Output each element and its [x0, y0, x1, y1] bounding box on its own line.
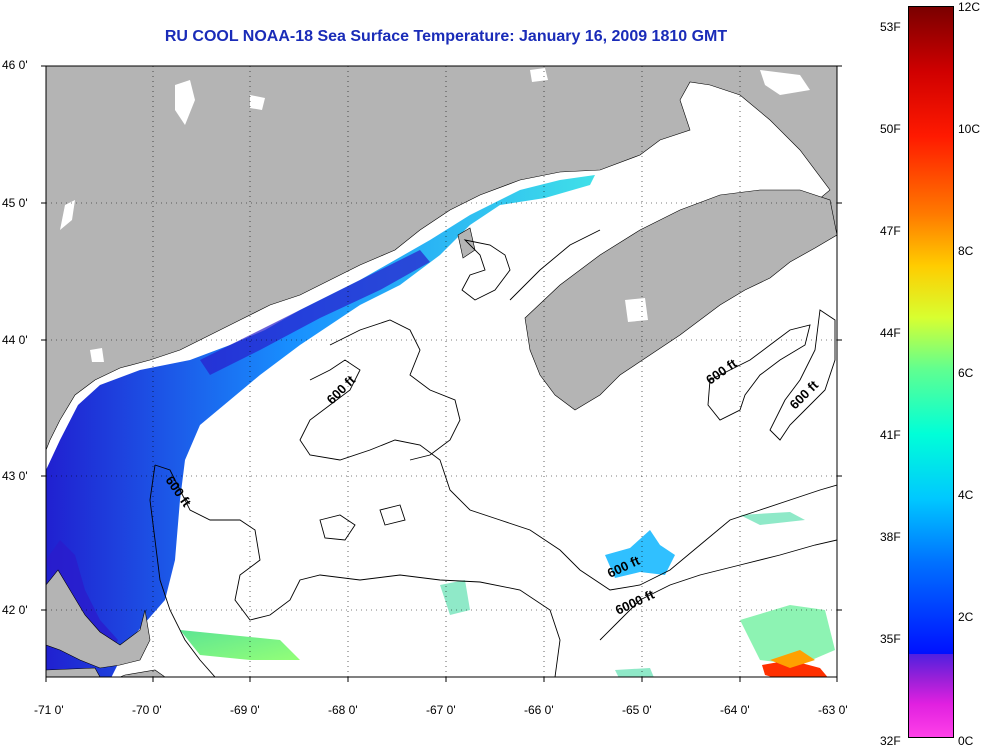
map-frame	[45, 65, 838, 678]
axis-ticks	[41, 65, 842, 682]
sst-patch	[605, 530, 675, 578]
lat-tick-label: 44 0'	[2, 333, 28, 347]
temperature-colorbar	[908, 6, 954, 738]
land-nova-scotia	[524, 189, 837, 411]
colorbar-f-label: 47F	[880, 224, 901, 238]
colorbar-f-label: 32F	[880, 734, 901, 748]
lat-tick-label: 43 0'	[2, 469, 28, 483]
lat-tick-label: 46 0'	[2, 58, 28, 72]
lon-tick-label: -66 0'	[524, 703, 554, 717]
land-cape-cod	[46, 569, 151, 669]
warm-sst-patch	[762, 660, 828, 677]
colorbar-gradient-cold	[909, 654, 953, 737]
lon-tick-label: -71 0'	[34, 703, 64, 717]
lon-tick-label: -68 0'	[328, 703, 358, 717]
lon-tick-label: -64 0'	[720, 703, 750, 717]
lon-tick-label: -65 0'	[622, 703, 652, 717]
lat-tick-label: 42 0'	[2, 603, 28, 617]
lon-tick-label: -63 0'	[818, 703, 848, 717]
lat-tick-label: 45 0'	[2, 196, 28, 210]
lon-tick-label: -67 0'	[426, 703, 456, 717]
colorbar-c-label: 10C	[958, 122, 981, 136]
graticule	[46, 66, 837, 677]
colorbar-f-label: 53F	[880, 20, 901, 34]
colorbar-f-label: 38F	[880, 530, 901, 544]
colorbar-c-label: 8C	[958, 244, 974, 258]
colorbar-f-label: 41F	[880, 428, 901, 442]
lon-tick-label: -70 0'	[132, 703, 162, 717]
bathymetry-contours	[149, 229, 837, 677]
lon-tick-label: -69 0'	[230, 703, 260, 717]
colorbar-c-label: 6C	[958, 366, 974, 380]
colorbar-c-label: 2C	[958, 610, 974, 624]
colorbar-f-label: 35F	[880, 632, 901, 646]
map-title: RU COOL NOAA-18 Sea Surface Temperature:…	[164, 28, 728, 45]
colorbar-f-label: 50F	[880, 122, 901, 136]
colorbar-c-label: 4C	[958, 488, 974, 502]
colorbar-f-label: 44F	[880, 326, 901, 340]
cold-coastal-strip	[46, 540, 118, 655]
colorbar-gradient	[909, 7, 953, 654]
sst-patch	[180, 630, 300, 660]
colorbar-c-label: 12C	[958, 0, 981, 14]
colorbar-c-label: 0C	[958, 734, 974, 748]
sst-patch	[740, 605, 835, 665]
